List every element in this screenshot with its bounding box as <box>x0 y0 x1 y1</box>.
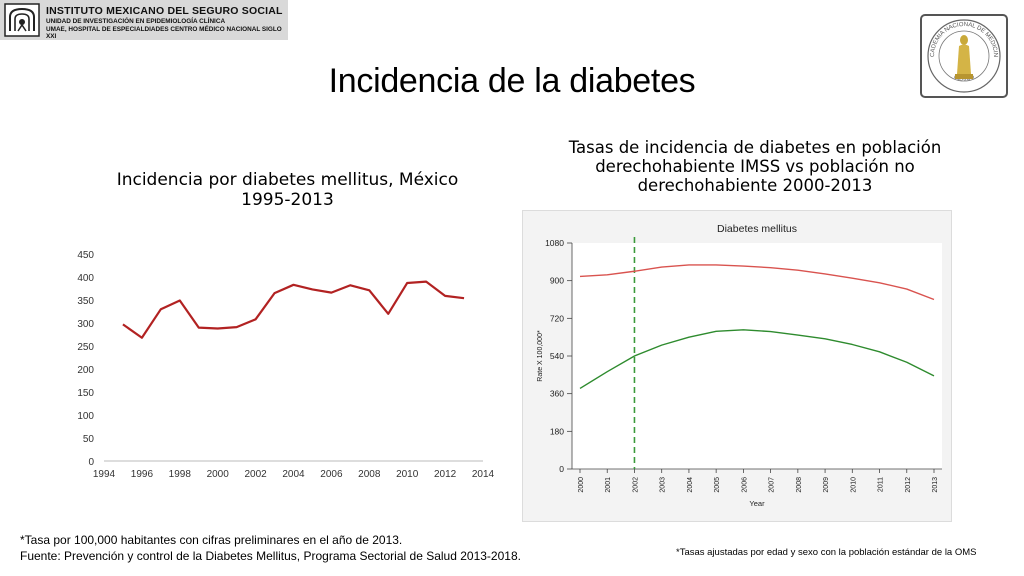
right-x-tick-label: 2005 <box>714 477 721 493</box>
right-y-tick-label: 720 <box>550 313 564 323</box>
footnote-left-line1: *Tasa por 100,000 habitantes con cifras … <box>20 533 403 547</box>
academy-seal-icon: ACADEMIA NACIONAL DE MEDICINA MÉXICO <box>920 14 1008 98</box>
right-x-tick-label: 2003 <box>660 477 667 493</box>
left-y-tick-label: 150 <box>77 388 94 399</box>
left-x-tick-label: 2000 <box>207 469 230 480</box>
right-x-tick-label: 2011 <box>878 477 885 492</box>
right-chart-title: Tasas de incidencia de diabetes en pobla… <box>540 138 970 195</box>
right-chart-title-line1: Tasas de incidencia de diabetes en pobla… <box>568 138 942 157</box>
right-y-tick-label: 360 <box>550 389 564 399</box>
header-hospital-name: UMAE, HOSPITAL DE ESPECIALDIADES CENTRO … <box>46 26 282 40</box>
right-y-tick-label: 180 <box>550 426 564 436</box>
left-y-tick-label: 250 <box>77 342 94 353</box>
right-chart-title-line2: derechohabiente IMSS vs población no <box>595 157 915 176</box>
left-x-tick-label: 2008 <box>358 469 381 480</box>
right-y-axis-label: Rate X 100,000* <box>537 330 544 382</box>
left-chart-title: Incidencia por diabetes mellitus, México… <box>95 170 480 210</box>
right-y-tick-label: 0 <box>559 464 564 474</box>
left-y-tick-label: 300 <box>77 319 94 330</box>
header-institution-name: INSTITUTO MEXICANO DEL SEGURO SOCIAL <box>46 5 283 17</box>
imss-logo-icon <box>4 3 40 37</box>
left-y-tick-label: 50 <box>83 434 95 445</box>
right-series-line-2 <box>579 329 935 390</box>
right-x-tick-label: 2001 <box>605 477 612 493</box>
right-x-tick-label: 2012 <box>905 477 912 493</box>
left-chart-title-line2: 1995-2013 <box>241 190 334 210</box>
right-x-tick-label: 2000 <box>578 477 585 493</box>
right-series-line-1 <box>579 264 935 301</box>
right-x-tick-label: 2004 <box>687 477 694 493</box>
right-chart-title-line3: derechohabiente 2000-2013 <box>637 176 873 195</box>
right-chart-inner-title: Diabetes mellitus <box>717 223 797 235</box>
left-y-tick-label: 350 <box>77 296 94 307</box>
left-y-tick-label: 100 <box>77 411 94 422</box>
header-unit-name: UNIDAD DE INVESTIGACIÓN EN EPIDEMIOLOGÍA… <box>46 18 226 25</box>
left-y-tick-label: 200 <box>77 365 94 376</box>
left-y-tick-label: 400 <box>77 273 94 284</box>
footnote-left: *Tasa por 100,000 habitantes con cifras … <box>20 532 521 564</box>
right-plot-area <box>572 243 942 469</box>
right-x-axis-label: Year <box>749 499 765 508</box>
right-x-tick-label: 2006 <box>741 477 748 493</box>
left-x-tick-label: 2012 <box>434 469 457 480</box>
right-x-tick-label: 2008 <box>796 477 803 493</box>
left-x-tick-label: 2002 <box>244 469 267 480</box>
institution-header: INSTITUTO MEXICANO DEL SEGURO SOCIAL UNI… <box>0 0 288 40</box>
right-x-tick-label: 2002 <box>632 477 639 493</box>
left-chart-title-line1: Incidencia por diabetes mellitus, México <box>116 170 459 190</box>
left-x-tick-label: 2004 <box>282 469 305 480</box>
left-x-tick-label: 1998 <box>169 469 192 480</box>
right-x-tick-label: 2010 <box>850 477 857 493</box>
left-x-tick-label: 1996 <box>131 469 154 480</box>
right-y-tick-label: 900 <box>550 276 564 286</box>
left-x-tick-label: 2014 <box>472 469 495 480</box>
left-y-tick-label: 0 <box>88 457 94 468</box>
right-x-tick-label: 2009 <box>823 477 830 493</box>
left-series-line <box>122 280 465 339</box>
right-line-chart: Diabetes mellitus 0 180 360 540 720 900 1080 200… <box>522 210 952 522</box>
footnote-right: *Tasas ajustadas por edad y sexo con la … <box>676 547 977 558</box>
right-y-tick-label: 1080 <box>545 238 564 248</box>
left-x-tick-label: 2010 <box>396 469 419 480</box>
right-x-tick-label: 2007 <box>769 477 776 493</box>
left-y-tick-label: 450 <box>77 250 94 261</box>
right-x-tick-label: 2013 <box>932 477 939 493</box>
footnote-left-line2: Fuente: Prevención y control de la Diabe… <box>20 549 521 563</box>
page-title: Incidencia de la diabetes <box>328 62 696 100</box>
left-line-chart: 0 50 100 150 200 250 300 350 400 450 1994 1996 1998 2… <box>77 250 495 480</box>
right-y-tick-label: 540 <box>550 351 564 361</box>
left-x-tick-label: 2006 <box>320 469 343 480</box>
left-x-tick-label: 1994 <box>93 469 116 480</box>
